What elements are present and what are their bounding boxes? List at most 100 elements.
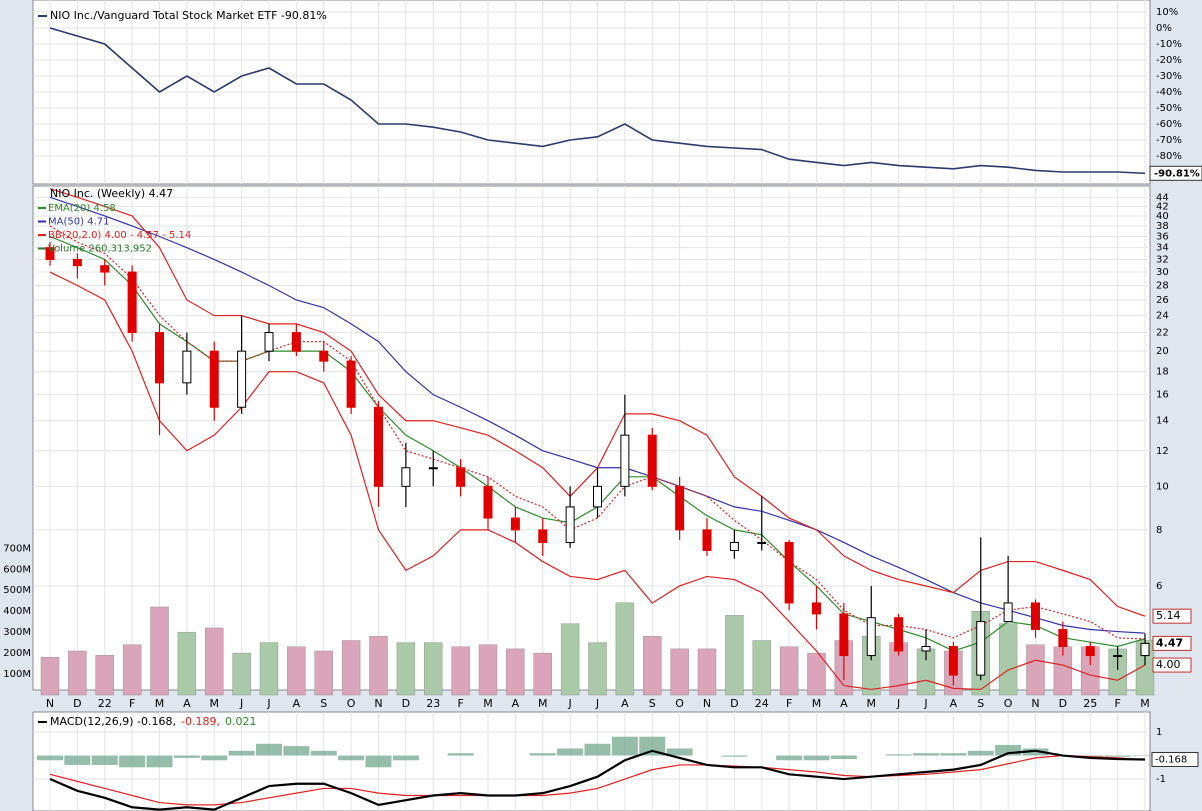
candle-body	[702, 529, 712, 551]
candle-body	[374, 406, 383, 487]
volume-bar	[615, 602, 635, 696]
volume-bar	[68, 650, 87, 696]
x-tick-label: N	[1031, 697, 1039, 710]
x-tick-label: F	[786, 697, 792, 710]
value-label: -90.81%	[1154, 168, 1200, 179]
value-label: 5.14	[1156, 609, 1181, 622]
histogram-bar	[1104, 755, 1131, 757]
candle-body	[401, 467, 411, 487]
macd-title-part: 0.021	[225, 715, 257, 728]
volume-bar	[725, 615, 744, 696]
candle-body	[784, 541, 794, 604]
legend-swatch	[38, 207, 46, 209]
volume-bar	[424, 642, 443, 696]
volume-bar	[998, 623, 1018, 696]
x-tick-label: A	[840, 697, 848, 710]
value-label-box	[1149, 165, 1202, 181]
histogram-bar	[639, 736, 666, 756]
candle-body	[757, 541, 767, 544]
y-tick-label: 100M	[3, 669, 31, 680]
histogram-bar	[447, 753, 474, 756]
price-title: NIO Inc. (Weekly) 4.47	[50, 187, 173, 200]
x-tick-label: J	[568, 697, 572, 710]
y-tick-label: 28	[1156, 281, 1169, 292]
y-tick-label: 42	[1156, 201, 1169, 212]
y-tick-label: -80%	[1156, 151, 1182, 162]
candle-body	[675, 485, 685, 531]
candle-body	[1140, 642, 1150, 657]
volume-bar	[177, 631, 197, 696]
x-tick-label: F	[129, 697, 135, 710]
x-tick-label: N	[703, 697, 711, 710]
candle-body	[565, 506, 575, 543]
y-tick-label: 14	[1156, 416, 1169, 427]
macd-title-part: -0.189,	[181, 715, 220, 728]
histogram-bar	[228, 750, 255, 756]
candle-body	[182, 350, 192, 384]
volume-bar	[643, 636, 662, 696]
volume-bar	[232, 652, 251, 696]
macd-panel	[32, 711, 1151, 811]
y-tick-label: -50%	[1156, 103, 1182, 114]
x-tick-label: M	[1140, 697, 1150, 710]
candle-body	[538, 529, 548, 543]
x-tick-label: M	[867, 697, 877, 710]
y-tick-label: 20	[1156, 346, 1169, 357]
candle-body	[428, 467, 438, 470]
y-tick-label: -1	[1156, 774, 1166, 785]
histogram-bar	[283, 746, 310, 756]
y-tick-label: -60%	[1156, 119, 1182, 130]
volume-bar	[807, 652, 826, 696]
x-tick-label: J	[595, 697, 599, 710]
value-label: 4.47	[1156, 636, 1183, 649]
value-label-box	[1152, 608, 1192, 624]
y-tick-label: 6	[1156, 581, 1162, 592]
x-tick-label: A	[183, 697, 191, 710]
candle-body	[620, 434, 630, 487]
volume-bar	[369, 636, 388, 696]
candle-body	[100, 265, 110, 273]
x-tick-label: A	[293, 697, 301, 710]
x-tick-label: M	[812, 697, 822, 710]
value-label-box	[1151, 751, 1199, 767]
x-tick-label: S	[320, 697, 327, 710]
candle-body	[894, 617, 904, 652]
x-tick-label: D	[73, 697, 81, 710]
volume-bar	[150, 606, 169, 696]
candle-body	[948, 645, 958, 676]
candle-body	[729, 541, 739, 551]
y-tick-label: 600M	[3, 564, 31, 575]
value-label-box	[1152, 635, 1192, 651]
histogram-bar	[365, 755, 392, 768]
price-panel	[32, 185, 1151, 691]
x-tick-label: A	[621, 697, 629, 710]
x-tick-label: A	[512, 697, 520, 710]
legend-label: BB(20,2.0) 4.00 - 4.57 - 5.14	[48, 230, 191, 241]
y-tick-label: 40	[1156, 211, 1169, 222]
bb-lower	[49, 271, 1146, 691]
volume-bar	[259, 642, 279, 696]
x-tick-label: F	[1114, 697, 1120, 710]
x-tick-label: J	[923, 697, 927, 710]
y-tick-label: 38	[1156, 221, 1169, 232]
macd-line	[49, 749, 1146, 811]
volume-bar	[314, 650, 333, 696]
histogram-bar	[392, 755, 419, 761]
volume-bar	[779, 646, 799, 696]
histogram-bar	[995, 744, 1022, 756]
x-tick-label: S	[977, 697, 984, 710]
x-tick-label: M	[483, 697, 493, 710]
candle-body	[921, 645, 931, 652]
volume-bar	[506, 648, 525, 696]
volume-bar	[341, 640, 361, 696]
x-tick-label: M	[155, 697, 165, 710]
volume-bar	[752, 640, 771, 696]
y-tick-label: 700M	[3, 543, 31, 554]
candle-body	[1113, 655, 1123, 658]
candle-body	[72, 258, 82, 267]
histogram-bar	[913, 753, 939, 756]
volume-bar	[205, 627, 224, 696]
ratio-line	[49, 27, 1146, 175]
histogram-bar	[173, 755, 200, 758]
y-tick-label: 0%	[1156, 23, 1172, 34]
